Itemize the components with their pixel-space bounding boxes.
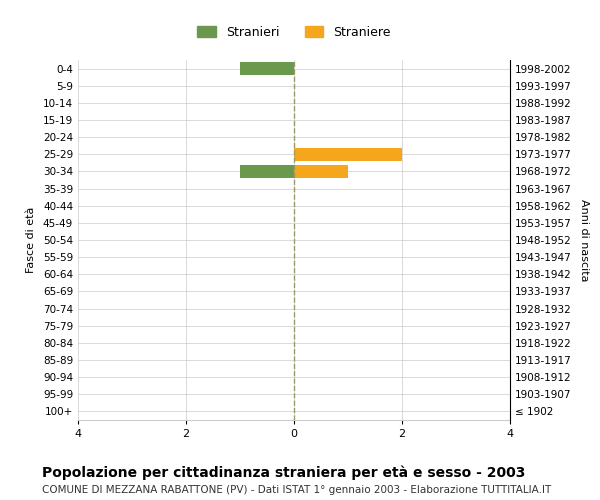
Text: Popolazione per cittadinanza straniera per età e sesso - 2003: Popolazione per cittadinanza straniera p…: [42, 465, 526, 479]
Bar: [240, 62, 294, 75]
Text: COMUNE DI MEZZANA RABATTONE (PV) - Dati ISTAT 1° gennaio 2003 - Elaborazione TUT: COMUNE DI MEZZANA RABATTONE (PV) - Dati …: [42, 485, 551, 495]
Y-axis label: Anni di nascita: Anni di nascita: [578, 198, 589, 281]
Bar: [240, 165, 294, 178]
Bar: [294, 165, 348, 178]
Y-axis label: Fasce di età: Fasce di età: [26, 207, 36, 273]
Legend: Stranieri, Straniere: Stranieri, Straniere: [191, 20, 397, 45]
Bar: [294, 148, 402, 160]
